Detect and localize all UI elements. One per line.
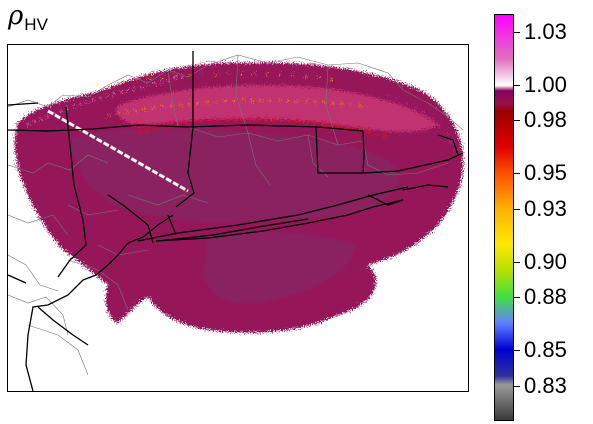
echo-layer: [14, 62, 464, 333]
tick-label-9: 0.83: [524, 372, 567, 398]
tick-1: [514, 31, 520, 33]
echo-south-plume: [203, 231, 358, 304]
tick-8: [514, 350, 520, 352]
title-symbol: ρ: [8, 1, 24, 31]
tick-label-7: 0.88: [524, 284, 567, 310]
radar-map-panel: [7, 44, 469, 392]
state-boundaries: [8, 51, 464, 391]
tick-label-8: 0.85: [524, 337, 567, 363]
tick-9: [514, 385, 520, 387]
tick-label-2: 1.00: [524, 71, 567, 97]
echo-pink-fringe: [27, 73, 189, 127]
tick-2: [514, 84, 520, 86]
tick-label-4: 0.95: [524, 160, 567, 186]
echo-orange-band: [107, 99, 369, 116]
county-boundaries: [8, 54, 464, 376]
variable-title: ρHV: [8, 1, 48, 33]
echo-north-band: [117, 85, 439, 132]
tick-5: [514, 208, 520, 210]
tick-4: [514, 173, 520, 175]
echo-red-band: [137, 117, 389, 139]
tick-label-3: 0.98: [524, 107, 567, 133]
colorbar-fill: [495, 15, 513, 420]
radar-map: [8, 51, 464, 391]
beam-blockage-streak: [47, 109, 189, 193]
title-subscript: HV: [24, 15, 48, 34]
echo-inner-core: [68, 128, 399, 223]
tick-label-5: 0.93: [524, 195, 567, 221]
tick-6: [514, 261, 520, 263]
tick-7: [514, 297, 520, 299]
colorbar-gradient: [495, 15, 513, 420]
colorbar: [494, 14, 514, 421]
tick-3: [514, 120, 520, 122]
tick-label-6: 0.90: [524, 248, 567, 274]
tick-label-1: 1.03: [524, 18, 567, 44]
